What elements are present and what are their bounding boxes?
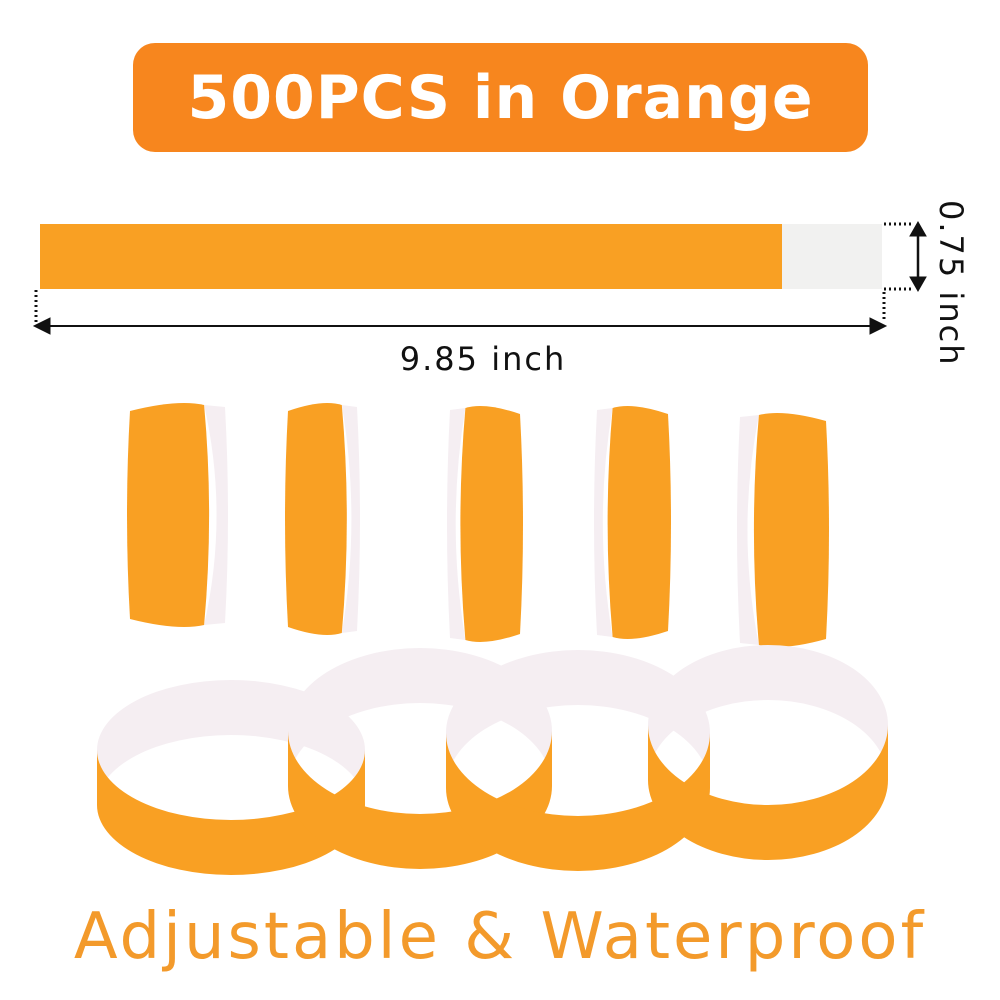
- band-inner: [341, 405, 360, 633]
- band-inner: [737, 415, 759, 645]
- upright-band: [607, 406, 671, 639]
- ring-band: [648, 725, 888, 860]
- upright-bands: [127, 403, 829, 647]
- upright-band: [753, 413, 829, 647]
- length-label: 9.85 inch: [399, 340, 567, 378]
- ring-inner: [446, 650, 710, 788]
- tagline: Adjustable & Waterproof: [73, 900, 927, 974]
- banner-text: 500PCS in Orange: [187, 62, 814, 133]
- upright-band: [127, 403, 210, 627]
- arrow-up-icon: [909, 220, 927, 237]
- band-inner: [447, 408, 466, 640]
- upright-band: [460, 406, 523, 642]
- arrow-right-icon: [869, 317, 888, 335]
- wristband-strip: [40, 224, 782, 289]
- ring-band: [97, 750, 365, 875]
- upright-band: [285, 403, 347, 635]
- width-label: 0.75 inch: [932, 200, 970, 367]
- ring-band: [446, 733, 710, 871]
- band-inner: [594, 408, 613, 637]
- arrow-down-icon: [909, 276, 927, 293]
- ring-inner: [648, 645, 888, 780]
- dimension-lines: [32, 220, 927, 335]
- title-banner: 500PCS in Orange: [133, 43, 868, 152]
- adhesive-tab: [782, 224, 882, 289]
- band-inner: [204, 405, 228, 625]
- arrow-left-icon: [32, 317, 51, 335]
- ring-bands: [97, 645, 888, 875]
- flat-wristband: [40, 224, 882, 289]
